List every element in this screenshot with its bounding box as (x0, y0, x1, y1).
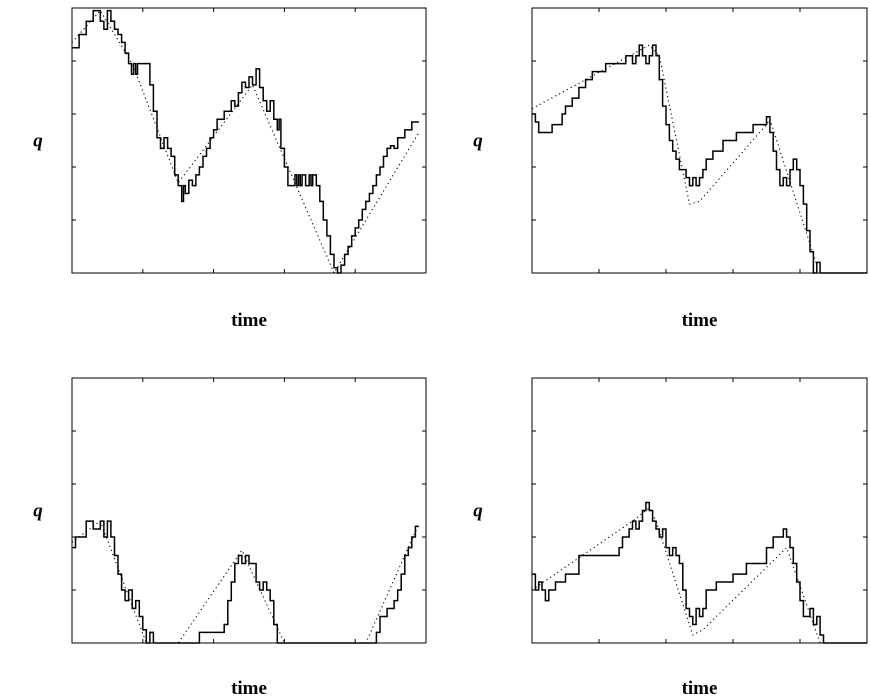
series-line-dotted (71, 520, 420, 644)
x-axis-label: time (682, 310, 718, 331)
series-line-solid (72, 520, 419, 644)
subplot-1: q time (33, 7, 427, 331)
subplot-4: q time (473, 377, 868, 699)
plot-frame (71, 7, 427, 274)
series-line-dotted (531, 44, 818, 266)
series-line-solid (532, 501, 867, 644)
subplot-3: q time (33, 377, 427, 699)
y-axis-label: q (33, 501, 43, 522)
x-axis-label: time (682, 678, 718, 699)
series-line-dotted (71, 9, 420, 275)
y-axis-label: q (473, 501, 483, 522)
plot-frame (531, 377, 868, 644)
subplot-2: q time (473, 7, 868, 331)
series-line-solid (532, 44, 867, 274)
x-axis-label: time (231, 678, 267, 699)
plot-frame (71, 377, 427, 644)
plot-frame (531, 7, 868, 274)
x-axis-label: time (231, 310, 267, 331)
y-axis-label: q (473, 131, 483, 152)
series-line-solid (72, 9, 419, 274)
y-axis-label: q (33, 131, 43, 152)
